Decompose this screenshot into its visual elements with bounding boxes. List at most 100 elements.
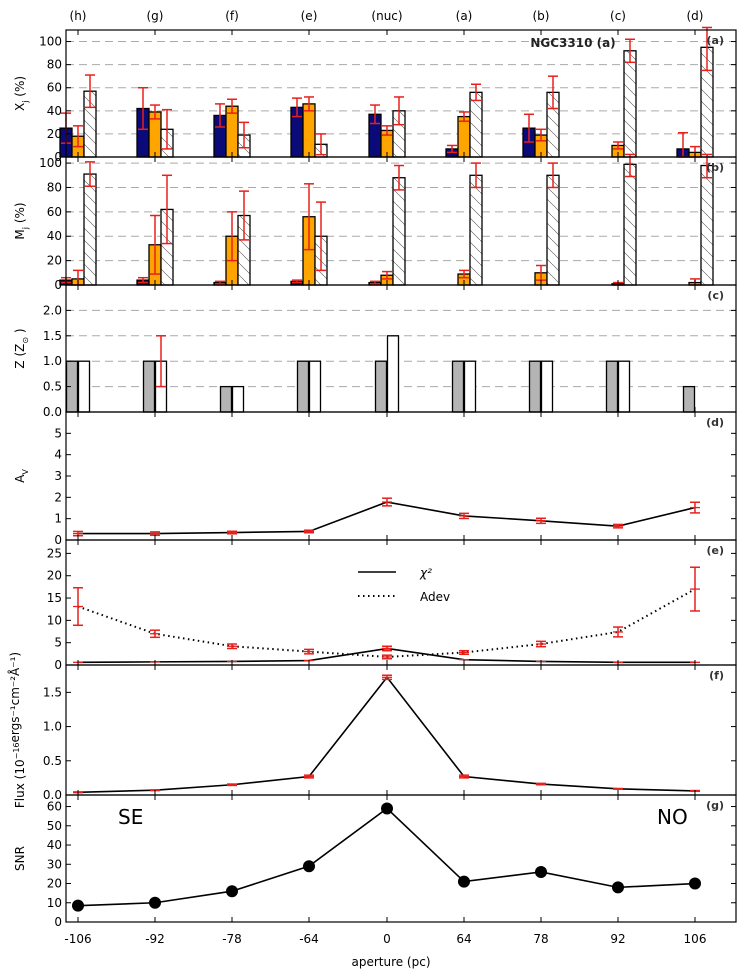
panel-a-ytick-label: 100: [39, 35, 62, 49]
panel-e-tag: (e): [706, 544, 724, 557]
panel-c-bar-Z_b: [617, 360, 631, 413]
panel-a-ytick-label: 40: [47, 104, 62, 118]
bottom-x-tick-label: -64: [299, 932, 319, 946]
panel-b-ytick-label: 100: [39, 156, 62, 170]
top-x-tick-label: (b): [533, 9, 550, 23]
panel-f-tag: (f): [709, 669, 724, 682]
lines-layer: [72, 497, 701, 912]
panel-f-ylabel: Flux (10−16ergs⁻¹cm⁻²Å⁻¹): [7, 652, 27, 808]
bars-layer: [59, 26, 714, 413]
panel-b-ytick-label: 20: [47, 254, 62, 268]
panel-d-ylabel: AV: [13, 469, 30, 483]
panel-c-bar-Z_a: [682, 385, 696, 413]
panel-a-bar-old: [469, 91, 483, 158]
panel-e-ytick-label: 25: [47, 546, 62, 560]
panel-c-bar-Z_a: [374, 360, 388, 413]
panel-g-point: [612, 881, 624, 894]
panel-c-bar-Z_b: [308, 360, 322, 413]
panel-c-bar-Z_a: [605, 360, 619, 413]
panel-e-legend-adev-label: Adev: [420, 590, 450, 604]
bottom-x-tick-label: 92: [610, 932, 625, 946]
top-x-tick-label: (d): [687, 9, 704, 23]
panel-a-ytick-label: 0: [54, 150, 62, 164]
panel-c-bar-Z_b: [77, 360, 91, 413]
bottom-x-tick-label: -92: [145, 932, 165, 946]
panel-g-point: [381, 802, 393, 815]
panel-g-point: [535, 865, 547, 878]
bottom-x-tick-label: 78: [533, 932, 548, 946]
panel-c-ytick-label: 0.0: [43, 405, 62, 419]
panel-b-bar-old: [700, 164, 714, 286]
grid-layer: [66, 41, 736, 388]
panel-e-legend-chi2-label: χ²: [419, 566, 432, 580]
panel-e-frame: [65, 539, 737, 666]
panel-c-ytick-label: 1.0: [43, 354, 62, 368]
panel-g-ylabel: SNR: [13, 846, 27, 871]
panel-c-bar-Z_b: [540, 360, 554, 413]
panel-b-ytick-label: 80: [47, 180, 62, 194]
panel-f-ytick-label: 0.5: [43, 754, 62, 768]
bottom-x-tick-label: -78: [222, 932, 242, 946]
panel-g-point: [458, 875, 470, 888]
panel-g-ytick-label: 40: [47, 838, 62, 852]
panel-b-ytick-label: 40: [47, 229, 62, 243]
panel-c-ytick-label: 0.5: [43, 380, 62, 394]
top-x-tick-label: (c): [610, 9, 626, 23]
top-x-tick-label: (e): [301, 9, 318, 23]
panel-g-point: [149, 896, 161, 909]
panel-g-point: [303, 860, 315, 873]
panel-a-bar-old: [623, 50, 637, 158]
panel-b-tag: (b): [706, 161, 724, 174]
top-x-tick-label: (g): [147, 9, 164, 23]
bottom-x-tick-label: 64: [456, 932, 471, 946]
panel-c-ytick-label: 2.0: [43, 303, 62, 317]
top-x-tick-label: (f): [225, 9, 239, 23]
panel-f-ytick-label: 1.0: [43, 720, 62, 734]
panel-e-ytick-label: 15: [47, 591, 62, 605]
axes-layer: (h) (g) (f) (e) (nuc) (a) (b) (c) (d) -106 -92 -78 -…: [7, 9, 737, 946]
panel-g-ytick-label: 20: [47, 877, 62, 891]
panel-c-bar-Z_a: [451, 360, 465, 413]
panel-d-ytick-label: 1: [54, 512, 62, 526]
panel-b-bar-old: [623, 163, 637, 286]
panel-g-point: [689, 877, 701, 890]
panel-g-ytick-label: 60: [47, 800, 62, 814]
panel-b-ytick-label: 60: [47, 205, 62, 219]
top-x-tick-label: (h): [70, 9, 87, 23]
panel-d-ytick-label: 3: [54, 469, 62, 483]
panel-a-bar-intermediate: [302, 103, 316, 158]
panel-g-annotation-se: SE: [118, 805, 143, 829]
panel-g-tag: (g): [706, 799, 724, 812]
panel-g-point: [72, 899, 84, 912]
panel-c-ylabel: Z (Z⊙ ): [13, 328, 30, 368]
top-x-tick-label: (a): [456, 9, 473, 23]
panel-g-frame: [65, 794, 737, 923]
bottom-x-tick-label: -106: [64, 932, 91, 946]
chart-title: NGC3310 (a): [530, 36, 615, 50]
panel-a-ytick-label: 60: [47, 81, 62, 95]
panel-a-ytick-label: 80: [47, 58, 62, 72]
panel-b-bar-old: [546, 174, 560, 286]
panel-g-annotation-no: NO: [657, 805, 688, 829]
panel-b-ytick-label: 0: [54, 278, 62, 292]
panel-f-ytick-label: 0.0: [43, 788, 62, 802]
panel-c-bar-Z_b: [386, 335, 400, 413]
panel-g-series-line: [77, 807, 696, 907]
panel-e-ytick-label: 5: [54, 636, 62, 650]
panel-f-series-line: [77, 676, 696, 794]
panel-c-bar-Z_a: [219, 385, 233, 413]
panel-e-ytick-label: 20: [47, 569, 62, 583]
panel-b-ylabel: Mj (%): [13, 202, 30, 239]
panel-g-ytick-label: 0: [54, 915, 62, 929]
panel-f-ytick-label: 1.5: [43, 685, 62, 699]
panel-a-ytick-label: 20: [47, 127, 62, 141]
panel-d-ytick-label: 2: [54, 490, 62, 504]
panel-c-bar-Z_b: [231, 385, 245, 413]
panel-f-frame: [65, 664, 737, 796]
panel-g-ytick-label: 30: [47, 857, 62, 871]
panel-c-ytick-label: 1.5: [43, 329, 62, 343]
panel-d-ytick-label: 5: [54, 426, 62, 440]
panel-c-bar-Z_a: [528, 360, 542, 413]
bottom-x-tick-label: 0: [383, 932, 391, 946]
